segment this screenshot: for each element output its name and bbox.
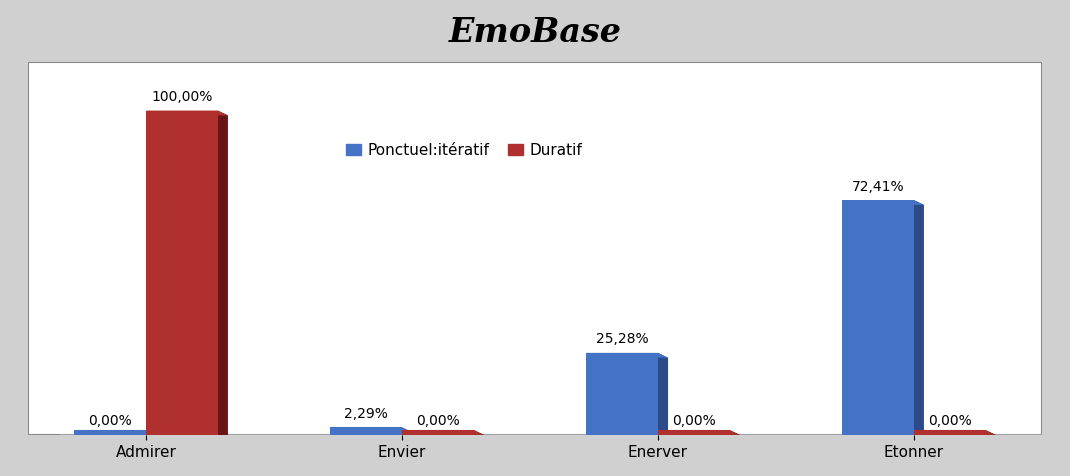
Polygon shape	[331, 427, 412, 432]
Polygon shape	[402, 430, 484, 435]
Text: 25,28%: 25,28%	[596, 332, 648, 347]
Polygon shape	[402, 427, 412, 440]
Polygon shape	[146, 430, 156, 440]
Text: 0,00%: 0,00%	[672, 414, 716, 428]
Polygon shape	[914, 430, 995, 435]
Polygon shape	[842, 200, 924, 205]
Text: 0,00%: 0,00%	[928, 414, 972, 428]
Bar	[914, 430, 985, 435]
Text: 0,00%: 0,00%	[89, 414, 132, 428]
Text: 100,00%: 100,00%	[151, 90, 213, 104]
Text: 72,41%: 72,41%	[852, 179, 904, 194]
Polygon shape	[658, 353, 668, 440]
Polygon shape	[586, 353, 668, 357]
Polygon shape	[146, 110, 228, 115]
Polygon shape	[914, 200, 924, 440]
Bar	[586, 353, 658, 435]
Text: 0,00%: 0,00%	[416, 414, 460, 428]
Bar	[146, 110, 217, 435]
Polygon shape	[985, 430, 995, 440]
FancyBboxPatch shape	[28, 62, 1042, 435]
Bar	[331, 427, 402, 435]
Polygon shape	[730, 430, 739, 440]
Bar	[75, 430, 146, 435]
Bar	[842, 200, 914, 435]
Polygon shape	[658, 430, 739, 435]
Polygon shape	[75, 430, 156, 435]
Polygon shape	[60, 435, 1070, 440]
Text: 2,29%: 2,29%	[345, 407, 388, 421]
Bar	[658, 430, 730, 435]
Bar	[402, 430, 474, 435]
Legend: Ponctuel:itératif, Duratif: Ponctuel:itératif, Duratif	[340, 137, 588, 164]
Polygon shape	[474, 430, 484, 440]
Polygon shape	[217, 110, 228, 440]
Title: EmoBase: EmoBase	[448, 17, 622, 50]
